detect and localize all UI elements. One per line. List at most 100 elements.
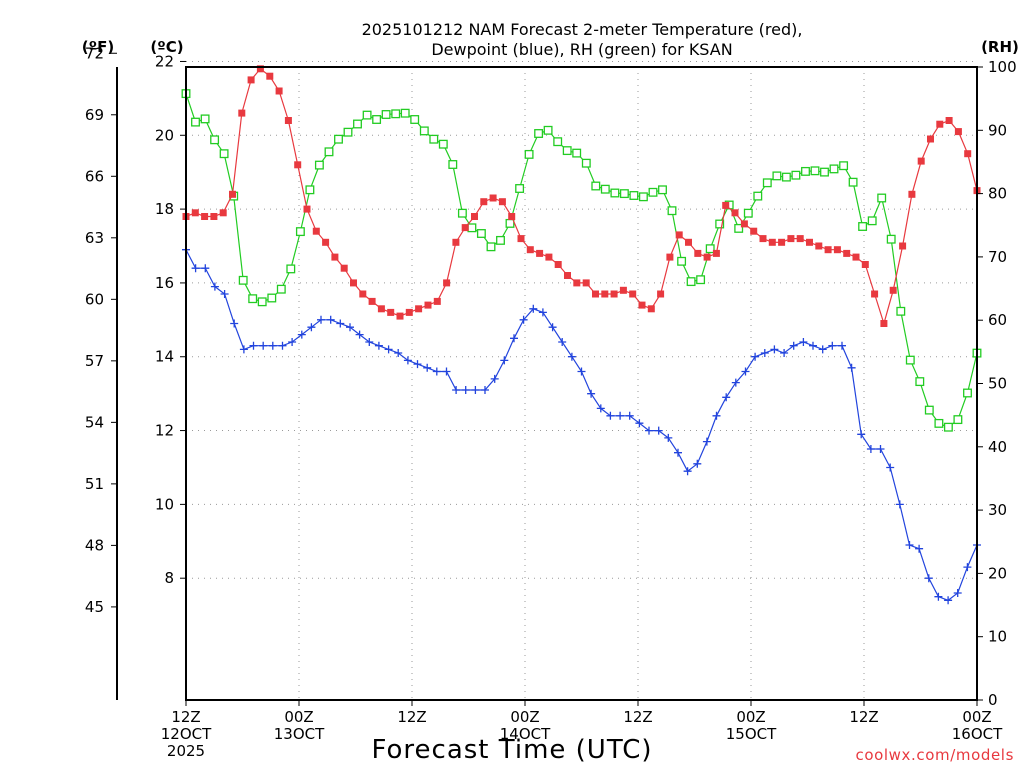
dewpoint-point [789, 341, 798, 350]
dewpoint-point [924, 574, 933, 583]
time-tick-label: 15OCT [726, 725, 777, 743]
temperature-point [331, 253, 339, 261]
rh-point [658, 185, 667, 195]
rh-point [772, 171, 782, 181]
dewpoint-point [346, 323, 354, 332]
dewpoint-point [741, 367, 750, 376]
dewpoint-point [712, 411, 721, 420]
rh-point [963, 388, 972, 398]
temperature-point [564, 272, 571, 279]
temperature-point [694, 249, 702, 257]
rh-point [257, 297, 267, 307]
fahrenheit-tick-label: 45 [85, 598, 104, 616]
temperature-point [712, 249, 720, 257]
rh-point [762, 178, 772, 188]
rh-point [801, 166, 810, 176]
dewpoint-point [683, 467, 692, 476]
rh-point [534, 129, 544, 138]
rh-point [858, 222, 868, 231]
temperature-point [517, 235, 525, 243]
rh-point [467, 223, 477, 233]
temperature-point [238, 109, 246, 117]
dewpoint-point [616, 411, 625, 420]
rh-point [496, 235, 505, 245]
temperature-point [917, 157, 925, 165]
rh-point [791, 170, 801, 180]
fahrenheit-tick-label: 57 [85, 352, 104, 370]
rh-point [705, 244, 715, 254]
temperature-point [768, 238, 776, 246]
time-tick-label: 00Z [284, 708, 313, 726]
temperature-point [945, 117, 953, 124]
dewpoint-point [558, 338, 567, 346]
temperature-point [322, 238, 330, 246]
rh-point [953, 415, 963, 425]
temperature-point [433, 297, 441, 305]
rh-point [667, 206, 677, 216]
temperature-point [722, 201, 730, 209]
temperature-point [498, 198, 506, 206]
rh-point [867, 216, 877, 226]
rh-point [362, 110, 372, 120]
temperature-point [601, 290, 609, 298]
temperature-point [359, 290, 367, 298]
temperature-point [545, 253, 553, 261]
dewpoint-point [760, 349, 769, 357]
dewpoint-point [239, 345, 248, 354]
dewpoint-point [934, 592, 943, 601]
temperature-point [778, 238, 786, 246]
temperature-point [284, 117, 292, 124]
temperature-point [396, 312, 404, 320]
rh-point [400, 108, 410, 118]
temperature-point [247, 76, 255, 84]
series-layer [181, 65, 982, 605]
rh-point [753, 191, 763, 201]
dewpoint-point [210, 282, 219, 291]
celsius-tick-label: 22 [155, 52, 174, 70]
rh-point [619, 189, 629, 199]
dewpoint-point [606, 411, 615, 420]
dewpoint-point [432, 367, 441, 376]
rh-axis: 0 10 20 30 40 50 60 70 80 90 100 [977, 58, 1017, 709]
rh-point [915, 377, 925, 387]
temperature-point [908, 190, 916, 198]
temperature-point [638, 301, 646, 309]
dewpoint-point [490, 374, 499, 383]
rh-point [524, 149, 534, 159]
dewpoint-point [905, 541, 914, 549]
temperature-point [759, 235, 767, 243]
rh-point [286, 264, 296, 274]
rh-tick-label: 70 [988, 248, 1007, 266]
rh-point [219, 149, 229, 159]
rh-point [848, 177, 858, 187]
rh-point [419, 126, 429, 136]
dewpoint-point [780, 349, 789, 357]
temperature-point [480, 198, 488, 206]
temperature-point [191, 209, 199, 217]
time-tick-label: 2025 [167, 742, 205, 760]
temperature-point [350, 279, 357, 287]
rh-point [743, 208, 753, 218]
temperature-point [312, 227, 320, 235]
temperature-point [256, 65, 264, 73]
temperature-point [647, 305, 655, 313]
temperature-point [936, 120, 944, 128]
temperature-point [675, 231, 683, 239]
rh-tick-label: 50 [988, 375, 1007, 393]
temperature-point [294, 161, 302, 169]
dewpoint-point [201, 264, 210, 273]
temperature-point [471, 213, 478, 220]
dewpoint-series [182, 245, 981, 605]
temperature-point [610, 290, 618, 298]
temperature-point [303, 205, 311, 213]
dewpoint-point [915, 544, 924, 553]
dewpoint-point [278, 341, 287, 350]
celsius-tick-label: 18 [155, 200, 174, 218]
temperature-point [619, 286, 627, 294]
dewpoint-point [374, 341, 383, 350]
dewpoint-point [249, 341, 258, 350]
temperature-point [731, 209, 739, 217]
time-tick-label: 12Z [849, 708, 878, 726]
dewpoint-point [751, 352, 760, 361]
fahrenheit-tick-label: 72 [85, 44, 104, 62]
